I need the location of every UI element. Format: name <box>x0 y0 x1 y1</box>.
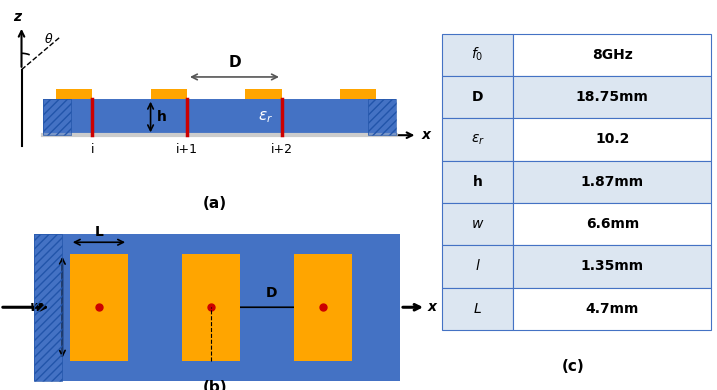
Text: z: z <box>13 9 22 23</box>
Bar <box>442 118 513 161</box>
Text: 10.2: 10.2 <box>595 132 630 146</box>
Bar <box>442 203 513 245</box>
Text: 6.6mm: 6.6mm <box>586 217 639 231</box>
Text: (c): (c) <box>562 359 585 374</box>
Text: i+1: i+1 <box>176 144 198 156</box>
Text: 8GHz: 8GHz <box>592 48 632 62</box>
Text: 1.35mm: 1.35mm <box>581 259 644 273</box>
Bar <box>70 254 128 361</box>
Bar <box>513 76 711 118</box>
Bar <box>368 99 396 135</box>
Bar <box>43 99 71 135</box>
Text: h: h <box>473 175 483 189</box>
Bar <box>513 203 711 245</box>
Text: $\theta$: $\theta$ <box>44 32 53 46</box>
Text: l: l <box>219 327 223 341</box>
Text: i+2: i+2 <box>271 144 293 156</box>
Bar <box>34 234 400 381</box>
Text: L: L <box>95 225 103 239</box>
Bar <box>34 234 62 381</box>
Text: l: l <box>475 259 480 273</box>
Text: (b): (b) <box>203 380 227 390</box>
Bar <box>442 245 513 287</box>
Bar <box>442 76 513 118</box>
Text: D: D <box>228 55 241 70</box>
Bar <box>182 254 240 361</box>
Text: 4.7mm: 4.7mm <box>586 302 639 316</box>
Bar <box>56 89 92 99</box>
Bar <box>442 161 513 203</box>
Text: 18.75mm: 18.75mm <box>576 90 649 104</box>
Text: D: D <box>472 90 483 104</box>
Text: w: w <box>30 300 43 314</box>
Text: (a): (a) <box>203 196 227 211</box>
Text: x: x <box>422 128 431 142</box>
Text: D: D <box>265 286 277 300</box>
Text: $\varepsilon_r$: $\varepsilon_r$ <box>470 132 485 147</box>
Text: h: h <box>157 110 167 124</box>
Bar <box>513 245 711 287</box>
Bar <box>43 99 396 135</box>
Text: w: w <box>472 217 483 231</box>
Text: $\varepsilon_r$: $\varepsilon_r$ <box>258 109 273 125</box>
Bar <box>513 161 711 203</box>
Bar <box>245 89 282 99</box>
Bar <box>368 99 396 135</box>
Text: $f_0$: $f_0$ <box>471 46 484 64</box>
Text: L: L <box>474 302 481 316</box>
Bar <box>151 89 187 99</box>
Bar <box>340 89 376 99</box>
Bar <box>442 34 513 76</box>
Bar <box>294 254 352 361</box>
Bar <box>513 34 711 76</box>
Bar <box>513 118 711 161</box>
Bar <box>34 234 62 381</box>
Text: x: x <box>428 300 437 314</box>
Bar <box>442 287 513 330</box>
Text: 1.87mm: 1.87mm <box>581 175 644 189</box>
Bar <box>43 99 71 135</box>
Bar <box>513 287 711 330</box>
Text: i: i <box>91 144 94 156</box>
